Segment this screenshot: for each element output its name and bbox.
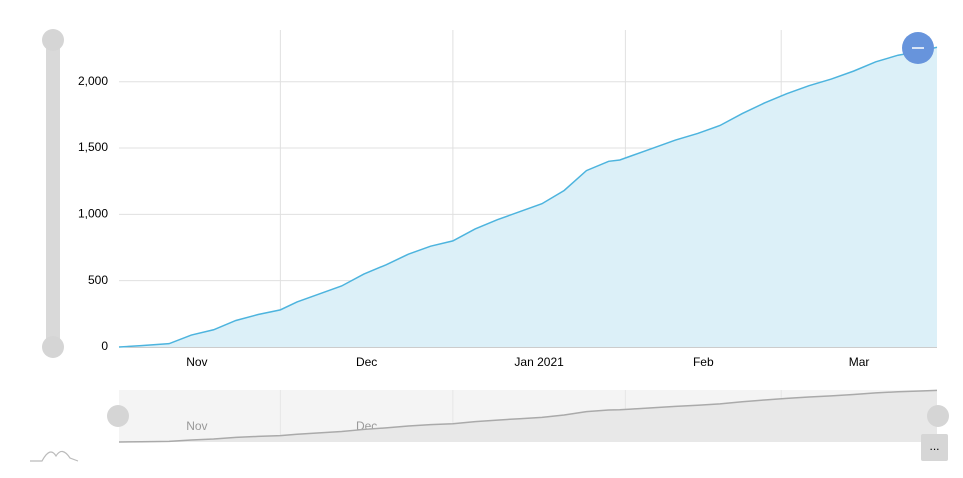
y-tick-label: 500	[88, 273, 108, 287]
logo	[30, 450, 79, 462]
scrollbar-grip-right[interactable]	[927, 405, 949, 427]
scrollbar-grip-top[interactable]	[42, 29, 64, 51]
scrollbar-line	[118, 389, 938, 443]
area-fill	[119, 47, 937, 348]
y-tick-label: 1,000	[78, 207, 108, 221]
scrollbar-x-label: Nov	[186, 419, 207, 433]
scrollbar-grip-bottom[interactable]	[42, 336, 64, 358]
y-tick-label: 2,000	[78, 74, 108, 88]
vertical-scrollbar[interactable]	[46, 40, 60, 348]
x-tick-label: Mar	[849, 355, 870, 369]
menu-button[interactable]	[921, 434, 948, 461]
scrollbar-grip-left[interactable]	[107, 405, 129, 427]
x-tick-label: Jan 2021	[514, 355, 564, 369]
y-tick-label: 1,500	[78, 140, 108, 154]
x-tick-label: Nov	[186, 355, 207, 369]
x-tick-label: Dec	[356, 355, 377, 369]
menu-label[interactable]: ...	[929, 439, 939, 453]
y-tick-label: 0	[101, 339, 108, 353]
area-line	[118, 46, 938, 348]
x-tick-label: Feb	[693, 355, 714, 369]
